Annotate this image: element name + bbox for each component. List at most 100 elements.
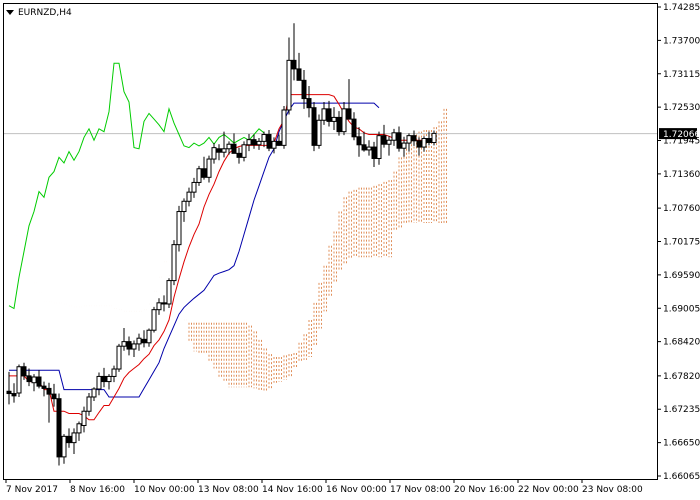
candle-bear bbox=[411, 135, 417, 142]
y-tick-label: 1.73700 bbox=[663, 36, 700, 46]
candle-bear bbox=[56, 398, 62, 458]
candle-bull bbox=[81, 410, 87, 427]
candle-bear bbox=[161, 302, 167, 305]
y-tick-label: 1.67235 bbox=[663, 405, 700, 415]
candle-bull bbox=[261, 134, 267, 142]
candle-bear bbox=[6, 390, 12, 395]
candle-bear bbox=[396, 132, 402, 149]
candle-bull bbox=[76, 423, 82, 434]
candle-bear bbox=[311, 107, 317, 146]
candle-bear bbox=[266, 134, 272, 149]
symbol-dropdown-icon[interactable] bbox=[6, 10, 14, 15]
x-tick-label: 7 Nov 2017 bbox=[6, 485, 58, 495]
candle-bear bbox=[126, 341, 132, 350]
candle-bull bbox=[16, 366, 22, 394]
candle-bull bbox=[401, 142, 407, 149]
candle-bear bbox=[356, 136, 362, 146]
candle-bear bbox=[301, 79, 307, 100]
candle-bear bbox=[361, 144, 367, 151]
candle-bear bbox=[66, 435, 72, 444]
candle-bear bbox=[346, 108, 352, 120]
x-tick-label: 16 Nov 00:00 bbox=[326, 485, 387, 495]
chikou-span-line bbox=[8, 62, 265, 310]
candle-bull bbox=[366, 146, 372, 151]
last-price-marker: 1.72066 bbox=[659, 128, 700, 140]
x-tick-label: 13 Nov 08:00 bbox=[198, 485, 259, 495]
candle-bear bbox=[216, 148, 222, 153]
candle-bull bbox=[241, 144, 247, 158]
x-tick-label: 22 Nov 00:00 bbox=[518, 485, 579, 495]
tenkan-sen-line bbox=[9, 94, 434, 421]
candle-bull bbox=[136, 337, 142, 345]
candle-bull bbox=[61, 435, 67, 458]
candle-bear bbox=[381, 135, 387, 145]
kijun-sen-line bbox=[9, 102, 380, 398]
x-tick-label: 8 Nov 16:00 bbox=[70, 485, 125, 495]
candle-bull bbox=[111, 368, 117, 377]
candle-bull bbox=[206, 158, 212, 178]
candle-bull bbox=[211, 147, 217, 160]
y-tick-label: 1.69590 bbox=[663, 271, 700, 281]
candle-bear bbox=[251, 139, 257, 146]
x-tick-label: 17 Nov 08:00 bbox=[390, 485, 451, 495]
candle-bull bbox=[331, 116, 337, 122]
candle-bull bbox=[116, 345, 122, 370]
candle-bull bbox=[376, 135, 382, 159]
candle-bull bbox=[246, 139, 252, 146]
candle-bull bbox=[406, 135, 412, 144]
candle-bear bbox=[11, 393, 17, 397]
candle-bear bbox=[21, 366, 27, 377]
candle-bull bbox=[71, 432, 77, 444]
candle-bull bbox=[166, 280, 172, 305]
candle-bull bbox=[286, 59, 292, 111]
candle-bull bbox=[386, 139, 392, 145]
candle-bull bbox=[121, 341, 127, 347]
y-tick-label: 1.69005 bbox=[663, 304, 700, 314]
y-tick-label: 1.68420 bbox=[663, 338, 700, 348]
y-tick-label: 1.71360 bbox=[663, 170, 700, 180]
candle-bear bbox=[416, 140, 422, 148]
candle-bull bbox=[316, 119, 322, 146]
candle-bear bbox=[141, 338, 147, 344]
candle-bull bbox=[131, 343, 137, 350]
x-axis: 7 Nov 2017 8 Nov 16:00 10 Nov 00:00 13 Nov … bbox=[5, 479, 643, 495]
candle-bear bbox=[201, 168, 207, 178]
candle-bull bbox=[191, 181, 197, 193]
last-price-label: 1.72066 bbox=[663, 130, 700, 140]
candle-bull bbox=[196, 168, 202, 183]
x-tick-label: 14 Nov 16:00 bbox=[262, 485, 323, 495]
candle-bull bbox=[156, 302, 162, 311]
candle-bull bbox=[31, 376, 37, 384]
candle-bear bbox=[371, 146, 377, 159]
y-axis: 1.74285 1.73700 1.73115 1.72530 1.71945 1.713… bbox=[657, 3, 700, 482]
candle-bear bbox=[46, 387, 52, 395]
candle-bull bbox=[171, 244, 177, 282]
candle-bull bbox=[181, 200, 187, 213]
candle-bull bbox=[146, 329, 152, 344]
ichimoku-cloud bbox=[188, 108, 447, 393]
candle-bear bbox=[231, 143, 237, 154]
candle-bear bbox=[306, 98, 312, 109]
candle-bull bbox=[431, 132, 437, 144]
candle-bull bbox=[421, 138, 427, 148]
candle-bull bbox=[91, 388, 97, 398]
y-tick-label: 1.73115 bbox=[663, 70, 700, 80]
candle-bear bbox=[291, 59, 297, 70]
y-tick-label: 1.67820 bbox=[663, 372, 700, 382]
candle-bull bbox=[321, 108, 327, 121]
y-tick-label: 1.70760 bbox=[663, 204, 700, 214]
candle-bull bbox=[256, 140, 262, 146]
candle-bull bbox=[391, 132, 397, 141]
candle-bull bbox=[271, 140, 277, 149]
y-tick-label: 1.74285 bbox=[663, 3, 700, 13]
y-tick-label: 1.70175 bbox=[663, 238, 700, 248]
candle-bear bbox=[276, 140, 282, 146]
chart-title: EURNZD,H4 bbox=[18, 8, 72, 18]
candle-bear bbox=[101, 375, 107, 383]
candle-bear bbox=[326, 108, 332, 122]
candle-bear bbox=[36, 376, 42, 387]
candle-bull bbox=[176, 211, 182, 246]
candles bbox=[6, 23, 437, 466]
candle-bear bbox=[296, 68, 302, 81]
candle-bear bbox=[41, 385, 47, 389]
